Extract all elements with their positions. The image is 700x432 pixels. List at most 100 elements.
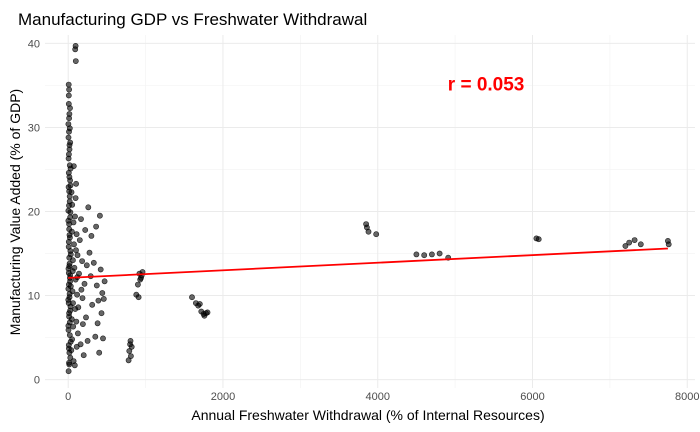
- data-point: [67, 283, 74, 290]
- data-point: [70, 300, 76, 306]
- data-point: [95, 297, 102, 304]
- trend-line: [68, 247, 668, 279]
- data-point: [86, 249, 93, 256]
- y-tick-label: 10: [28, 291, 40, 303]
- data-point: [70, 219, 77, 226]
- data-point: [80, 321, 86, 327]
- data-point: [65, 184, 72, 190]
- y-tick-label: 30: [28, 122, 40, 134]
- data-point: [92, 333, 99, 340]
- data-point: [65, 327, 72, 333]
- data-point: [67, 234, 73, 241]
- data-point: [83, 314, 89, 321]
- data-point: [134, 281, 141, 288]
- data-point: [189, 294, 195, 301]
- data-point: [67, 209, 74, 216]
- data-point: [97, 212, 103, 219]
- data-point: [75, 330, 81, 337]
- data-point: [66, 142, 73, 148]
- data-point: [73, 231, 80, 238]
- data-point: [69, 288, 76, 295]
- data-point: [69, 201, 76, 208]
- data-point: [66, 125, 73, 132]
- data-point: [80, 352, 87, 359]
- data-point: [65, 217, 72, 224]
- data-point: [99, 290, 106, 296]
- data-point: [67, 278, 73, 285]
- x-tick-label: 8000: [675, 391, 699, 403]
- data-point: [93, 282, 100, 289]
- data-point: [421, 252, 428, 259]
- data-point: [365, 228, 372, 235]
- data-point: [73, 318, 80, 325]
- data-point: [535, 236, 542, 243]
- data-point: [66, 115, 72, 122]
- data-point: [74, 252, 81, 259]
- data-point: [71, 362, 78, 369]
- data-point: [65, 81, 72, 88]
- data-point: [70, 163, 77, 169]
- data-point: [75, 304, 82, 311]
- data-point: [90, 259, 97, 266]
- data-point: [69, 228, 75, 235]
- data-point: [71, 241, 77, 248]
- x-tick-label: 4000: [365, 391, 389, 403]
- data-point: [622, 243, 629, 249]
- chart-title: Manufacturing GDP vs Freshwater Withdraw…: [18, 10, 367, 29]
- data-point: [66, 310, 72, 317]
- data-point: [65, 134, 72, 141]
- data-point: [94, 320, 101, 327]
- data-point: [66, 361, 73, 368]
- x-tick-label: 0: [65, 391, 71, 403]
- data-point: [66, 174, 73, 180]
- data-point: [128, 343, 135, 350]
- data-point: [93, 223, 99, 230]
- data-point: [68, 189, 75, 196]
- x-axis-label: Annual Freshwater Withdrawal (% of Inter…: [191, 407, 544, 423]
- data-point: [68, 316, 75, 322]
- data-point: [65, 368, 72, 375]
- data-point: [100, 335, 106, 342]
- data-point: [72, 43, 79, 49]
- data-point: [83, 262, 90, 269]
- data-point: [72, 213, 78, 220]
- data-point: [72, 58, 79, 64]
- data-point: [96, 349, 103, 356]
- data-point: [631, 237, 638, 243]
- data-point: [79, 295, 86, 301]
- data-point: [70, 257, 76, 264]
- data-point: [88, 232, 95, 239]
- y-tick-label: 0: [34, 375, 40, 387]
- data-point: [204, 309, 211, 316]
- y-tick-label: 20: [28, 207, 40, 219]
- data-point: [79, 258, 85, 264]
- data-point: [65, 243, 72, 250]
- y-axis-label: Manufacturing Value Added (% of GDP): [7, 89, 23, 335]
- data-point: [65, 296, 72, 303]
- data-point: [68, 347, 75, 354]
- data-point: [428, 251, 435, 258]
- data-point: [97, 266, 104, 273]
- data-point: [76, 270, 82, 277]
- data-point: [74, 291, 80, 298]
- data-point: [101, 278, 108, 285]
- data-point: [665, 241, 672, 248]
- data-point: [98, 310, 105, 317]
- data-point: [76, 237, 83, 243]
- data-point: [626, 239, 633, 246]
- data-point: [71, 264, 78, 271]
- data-point: [73, 247, 79, 254]
- data-point: [84, 337, 91, 344]
- data-point: [127, 353, 134, 359]
- data-point: [195, 302, 202, 309]
- data-point: [100, 295, 107, 302]
- data-point: [637, 241, 644, 248]
- correlation-annotation: r = 0.053: [448, 75, 525, 96]
- data-point: [135, 294, 142, 301]
- data-point: [66, 86, 72, 93]
- data-point: [72, 195, 79, 201]
- data-point: [78, 286, 85, 293]
- data-point: [73, 180, 79, 187]
- data-point: [66, 151, 72, 158]
